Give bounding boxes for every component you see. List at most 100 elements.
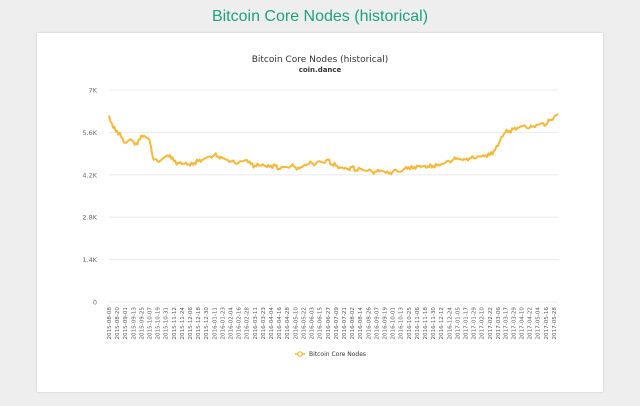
x-tick-label: 2016-03-23 — [261, 307, 267, 340]
x-tick-label: 2016-05-22 — [301, 307, 307, 340]
data-point — [367, 169, 369, 171]
x-tick-label: 2017-01-05 — [455, 307, 461, 340]
data-point — [545, 124, 547, 126]
data-point — [460, 159, 463, 161]
x-tick-label: 2015-12-30 — [204, 307, 210, 340]
data-point — [189, 165, 191, 167]
data-point — [250, 163, 252, 165]
data-point — [400, 171, 402, 173]
x-tick-label: 2017-02-10 — [480, 307, 486, 340]
data-point — [529, 127, 531, 129]
x-tick-label: 2015-12-06 — [188, 307, 194, 340]
data-point — [493, 149, 495, 152]
data-point — [205, 157, 207, 159]
x-tick-label: 2015-11-24 — [180, 307, 186, 340]
data-point — [387, 172, 390, 174]
data-point — [448, 160, 450, 162]
data-point — [371, 171, 373, 173]
data-point — [497, 145, 499, 147]
data-point — [108, 115, 110, 117]
x-tick-label: 2016-07-09 — [334, 307, 340, 340]
x-tick-label: 2015-09-01 — [123, 307, 129, 340]
x-tick-label: 2016-08-14 — [358, 307, 364, 340]
data-point — [500, 136, 502, 138]
data-point — [440, 163, 442, 165]
data-point — [477, 156, 479, 158]
x-tick-label: 2015-09-13 — [131, 307, 137, 340]
y-tick-label: 2.8K — [82, 214, 97, 222]
data-point — [310, 162, 313, 164]
x-tick-label: 2016-11-06 — [415, 307, 421, 340]
y-tick-label: 5.6K — [82, 129, 97, 137]
chart-title: Bitcoin Core Nodes (historical) — [252, 55, 389, 65]
grid-lines — [109, 89, 558, 303]
data-point — [161, 159, 163, 161]
data-point — [456, 157, 458, 159]
x-tick-label: 2015-10-31 — [164, 307, 170, 340]
x-tick-label: 2017-05-28 — [552, 307, 558, 340]
x-tick-label: 2016-08-02 — [350, 307, 356, 340]
y-axis: 0 1.4K 2.8K 4.2K 5.6K 7K — [82, 87, 97, 307]
data-point — [258, 165, 260, 167]
data-point — [553, 116, 555, 118]
data-point — [294, 166, 296, 168]
data-point — [242, 160, 244, 162]
data-point — [520, 125, 523, 127]
x-tick-label: 2017-04-10 — [520, 307, 526, 340]
data-point — [327, 159, 329, 161]
data-point — [420, 166, 422, 168]
x-tick-label: 2016-06-15 — [318, 307, 324, 340]
data-point — [363, 169, 365, 171]
x-tick-label: 2016-06-27 — [326, 307, 332, 340]
legend[interactable]: Bitcoin Core Nodes — [295, 351, 366, 358]
x-tick-label: 2016-04-16 — [277, 307, 283, 340]
x-tick-label: 2017-03-29 — [511, 307, 517, 340]
data-point — [217, 156, 219, 158]
data-point — [524, 125, 527, 127]
data-point — [254, 165, 256, 167]
data-point — [148, 139, 151, 141]
data-point — [391, 171, 394, 173]
data-point — [351, 166, 353, 168]
data-point — [201, 159, 203, 161]
data-point — [508, 130, 510, 132]
data-point — [246, 159, 248, 161]
data-point — [512, 128, 515, 130]
x-axis: 2015-08-08 2015-08-20 2015-09-01 2015-09-13… — [107, 307, 558, 340]
x-tick-label: 2017-01-17 — [463, 307, 469, 340]
data-point — [549, 119, 551, 121]
data-point — [128, 139, 130, 141]
y-tick-label: 0 — [93, 299, 97, 307]
data-point — [157, 160, 159, 162]
x-tick-label: 2016-12-12 — [439, 307, 445, 340]
data-point — [379, 169, 382, 171]
x-tick-label: 2016-02-04 — [229, 307, 235, 340]
line-chart: Bitcoin Core Nodes (historical) coin.dan… — [82, 55, 559, 358]
data-point — [120, 136, 122, 138]
y-tick-label: 1.4K — [82, 256, 97, 264]
x-tick-label: 2016-09-07 — [374, 307, 380, 340]
x-tick-label: 2017-03-06 — [496, 307, 502, 340]
data-point — [319, 160, 321, 162]
series-layer — [108, 113, 559, 176]
data-point — [152, 159, 155, 161]
data-point — [136, 143, 138, 146]
data-point — [452, 159, 454, 161]
legend-marker — [297, 351, 303, 357]
x-tick-label: 2016-02-16 — [237, 307, 243, 340]
data-point — [412, 168, 414, 170]
data-point — [481, 156, 483, 158]
data-point — [270, 165, 272, 167]
data-point — [408, 166, 410, 168]
data-point — [229, 160, 232, 162]
data-point — [359, 168, 361, 170]
chart-card: Bitcoin Core Nodes (historical) coin.dan… — [37, 33, 603, 392]
data-point — [282, 166, 284, 168]
data-point — [444, 162, 446, 164]
data-point — [375, 171, 377, 173]
data-point — [537, 124, 539, 126]
legend-entry[interactable]: Bitcoin Core Nodes — [309, 351, 366, 358]
data-point — [424, 165, 426, 167]
data-point — [290, 165, 292, 167]
x-tick-label: 2015-10-19 — [156, 307, 162, 340]
